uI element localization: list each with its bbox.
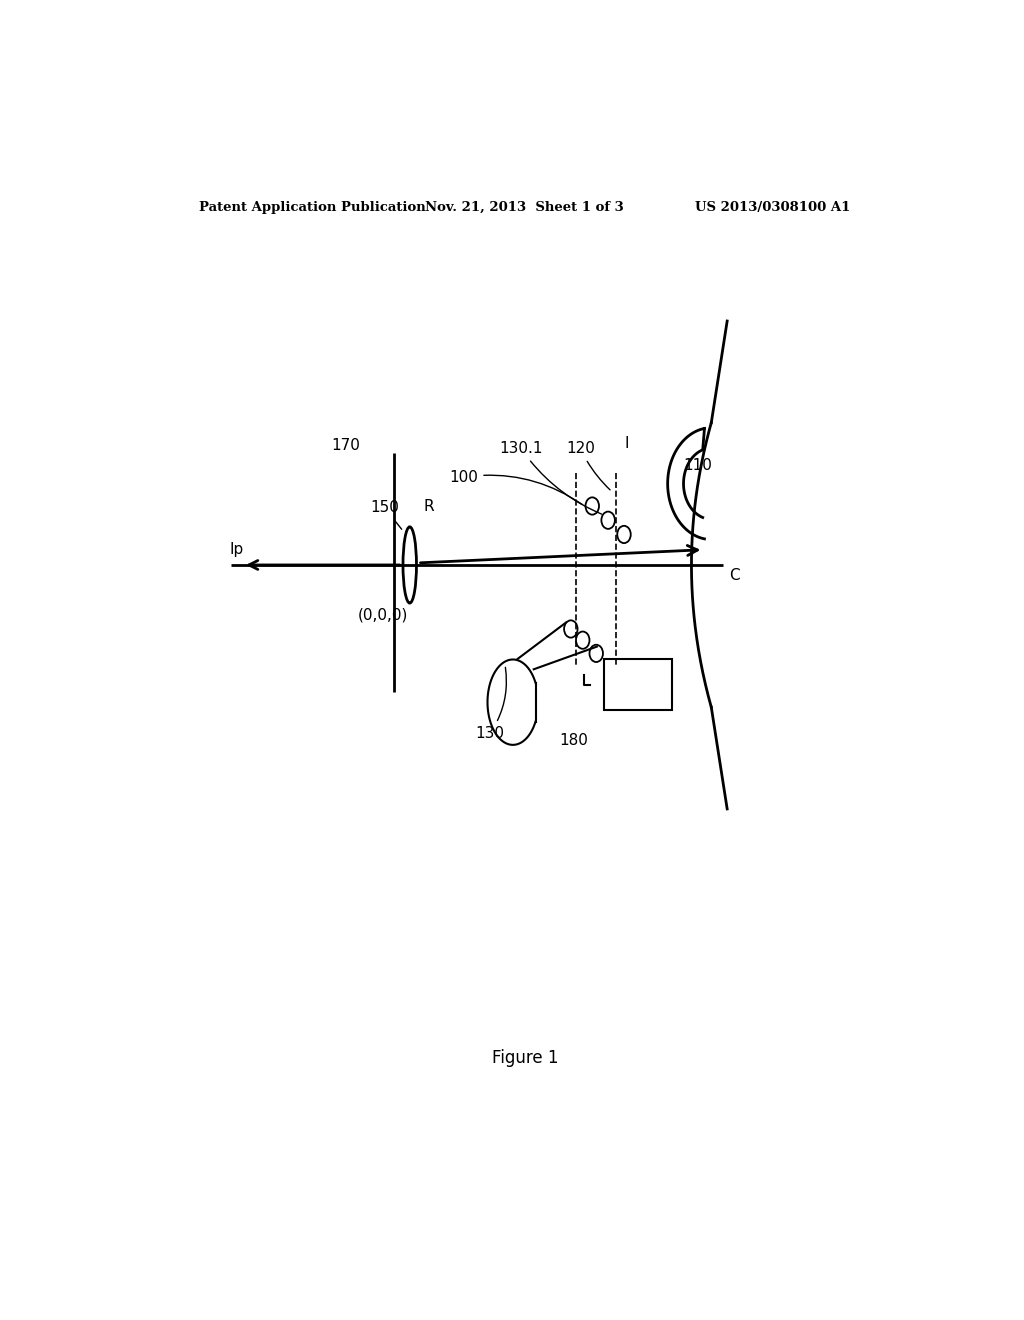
Text: Nov. 21, 2013  Sheet 1 of 3: Nov. 21, 2013 Sheet 1 of 3 bbox=[425, 201, 625, 214]
Text: (0,0,0): (0,0,0) bbox=[358, 607, 409, 623]
Text: 130: 130 bbox=[475, 668, 507, 741]
Text: R: R bbox=[423, 499, 434, 515]
Text: Figure 1: Figure 1 bbox=[492, 1049, 558, 1067]
Text: I: I bbox=[624, 436, 629, 451]
Text: 100: 100 bbox=[450, 470, 582, 504]
Text: 180: 180 bbox=[560, 733, 589, 747]
Bar bbox=[604, 660, 672, 710]
Text: 170: 170 bbox=[331, 438, 360, 453]
Text: 110: 110 bbox=[684, 458, 713, 474]
Text: C: C bbox=[729, 568, 740, 582]
Text: US 2013/0308100 A1: US 2013/0308100 A1 bbox=[695, 201, 850, 214]
Text: 120: 120 bbox=[566, 441, 610, 490]
Text: 130.1: 130.1 bbox=[500, 441, 601, 513]
Text: Ip: Ip bbox=[229, 541, 244, 557]
Text: Patent Application Publication: Patent Application Publication bbox=[200, 201, 426, 214]
Text: 150: 150 bbox=[370, 500, 401, 529]
